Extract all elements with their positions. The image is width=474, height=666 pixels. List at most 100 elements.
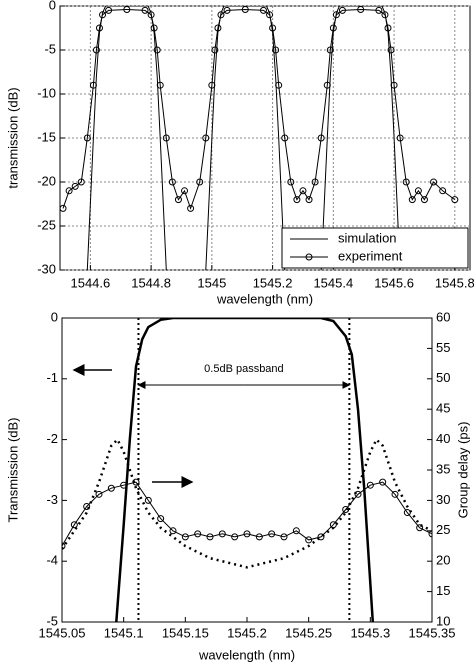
data-point (211, 46, 219, 54)
y2-tick-label: 55 (436, 340, 450, 355)
y2-tick-label: 25 (436, 522, 450, 537)
legend-box (281, 227, 469, 269)
data-point (218, 530, 226, 538)
data-point (305, 536, 313, 544)
data-point (451, 196, 459, 204)
y2-tick-label: 30 (436, 492, 450, 507)
data-point (181, 187, 189, 195)
y2-tick-label: 45 (436, 401, 450, 416)
data-point (381, 11, 389, 19)
y-tick-label: -4 (46, 553, 58, 568)
data-point (384, 24, 392, 32)
plot-area (62, 318, 432, 622)
data-point (243, 530, 251, 538)
y-tick-label: -10 (37, 85, 56, 100)
x-tick-label: 1545.15 (162, 625, 209, 640)
data-point (162, 134, 170, 142)
data-point (379, 478, 387, 486)
data-point (187, 204, 195, 212)
data-point (338, 6, 346, 14)
legend-marker (305, 253, 313, 261)
data-point (332, 11, 340, 19)
y2-tick-label: 60 (436, 309, 450, 324)
y-tick-label: 0 (49, 0, 56, 12)
series-line (62, 437, 432, 569)
data-point (153, 46, 161, 54)
data-point (292, 527, 300, 535)
data-point (281, 134, 289, 142)
legend-label: simulation (338, 230, 397, 245)
data-point (107, 484, 115, 492)
data-point (323, 81, 331, 89)
data-point (144, 496, 152, 504)
x-tick-label: 1545.8 (435, 275, 474, 290)
series-line (115, 318, 375, 622)
data-point (123, 6, 131, 14)
data-point (60, 204, 67, 212)
x-tick-label: 1545.4 (313, 275, 353, 290)
data-point (439, 187, 447, 195)
x-tick-label: 1545.6 (374, 275, 414, 290)
data-point (342, 506, 350, 514)
y-tick-label: -5 (46, 613, 58, 628)
data-point (181, 533, 189, 541)
y-tick-label: -2 (46, 431, 58, 446)
data-point (305, 196, 313, 204)
data-point (391, 490, 399, 498)
x-tick-label: 1545.3 (350, 625, 390, 640)
data-point (71, 182, 79, 190)
data-point (174, 196, 182, 204)
x-tick-label: 1544.6 (70, 275, 110, 290)
data-point (299, 187, 307, 195)
data-point (366, 481, 374, 489)
y-tick-label: -30 (37, 261, 56, 276)
y-axis-label: Transmission (dB) (5, 418, 20, 523)
data-point (62, 542, 66, 550)
data-point (196, 178, 204, 186)
data-point (83, 134, 91, 142)
data-point (408, 196, 416, 204)
data-point (241, 6, 249, 14)
data-point (268, 530, 276, 538)
x-tick-label: 1545.1 (104, 625, 144, 640)
data-point (141, 6, 149, 14)
data-point (92, 46, 100, 54)
data-point (428, 530, 432, 538)
x-tick-label: 1545.35 (409, 625, 456, 640)
annotation: 0.5dB passband (204, 363, 284, 375)
data-point (354, 490, 362, 498)
data-point (390, 81, 398, 89)
x-tick-label: 1544.8 (131, 275, 171, 290)
data-point (156, 81, 164, 89)
x-axis-label: wavelength (nm) (198, 647, 295, 662)
x-tick-label: 1545.2 (227, 625, 267, 640)
data-point (223, 6, 231, 14)
y-tick-label: -20 (37, 173, 56, 188)
x-tick-label: 1545.25 (285, 625, 332, 640)
data-point (280, 533, 288, 541)
data-point (206, 533, 214, 541)
data-point (150, 24, 158, 32)
data-point (65, 187, 73, 195)
x-tick-label: 1545.05 (39, 625, 86, 640)
y-tick-label: -5 (44, 41, 56, 56)
data-point (77, 178, 85, 186)
data-point (269, 24, 277, 32)
data-point (414, 187, 422, 195)
x-tick-label: 1545.2 (253, 275, 293, 290)
data-point (266, 11, 274, 19)
y-axis-label: transmission (dB) (5, 87, 20, 188)
data-point (275, 81, 283, 89)
data-point (99, 11, 107, 19)
data-point (132, 478, 140, 486)
data-point (326, 46, 334, 54)
data-point (420, 196, 428, 204)
data-point (214, 24, 222, 32)
data-point (396, 134, 404, 142)
data-point (202, 134, 210, 142)
y-tick-label: -1 (46, 370, 58, 385)
data-point (375, 6, 383, 14)
data-point (259, 6, 267, 14)
data-point (194, 530, 202, 538)
